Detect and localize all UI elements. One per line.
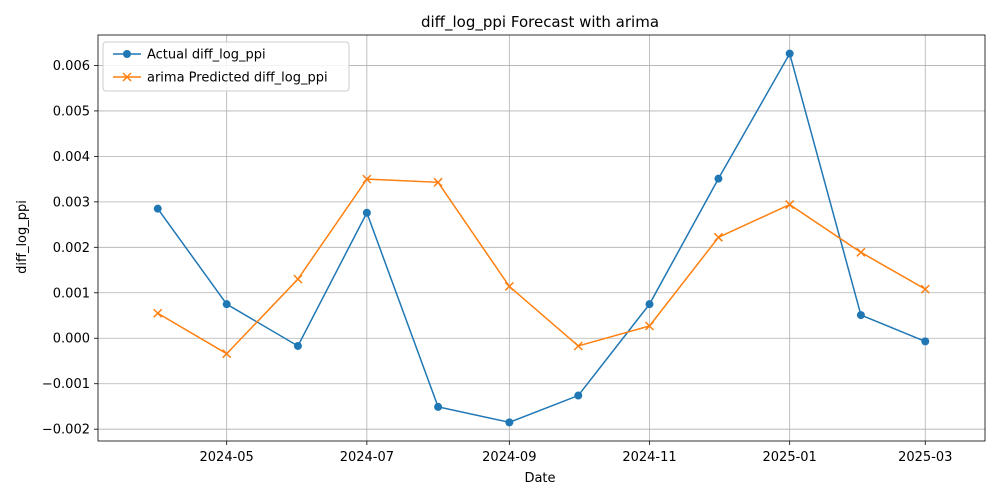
x-axis-title: Date xyxy=(524,471,555,486)
legend: Actual diff_log_ppi arima Predicted diff… xyxy=(102,41,350,92)
series-actual-point xyxy=(921,337,930,346)
series-actual-point xyxy=(153,204,162,213)
y-tick-label: −0.002 xyxy=(42,423,90,438)
y-tick-label: 0.004 xyxy=(53,150,90,165)
legend-predicted-marker xyxy=(122,72,132,82)
series-actual-point xyxy=(505,418,514,427)
series-actual-point xyxy=(856,311,865,320)
y-tick-label: 0.000 xyxy=(53,332,90,347)
series-actual-point xyxy=(714,174,723,183)
series-predicted-line xyxy=(157,178,926,355)
legend-actual-label: Actual diff_log_ppi xyxy=(147,48,266,63)
y-tick-label: 0.005 xyxy=(53,104,90,119)
x-tick-label: 2024-05 xyxy=(200,450,254,465)
series-predicted-point xyxy=(293,274,303,284)
y-tick-label: 0.006 xyxy=(53,59,90,74)
x-tick-label: 2024-09 xyxy=(482,450,536,465)
y-tick-label: 0.002 xyxy=(53,241,90,256)
series-actual-point xyxy=(362,208,371,217)
x-tick-label: 2024-11 xyxy=(622,450,676,465)
series-predicted-point xyxy=(573,341,583,351)
series-predicted-point xyxy=(433,177,443,187)
legend-box xyxy=(102,41,350,92)
x-tick-label: 2025-03 xyxy=(898,450,952,465)
series-actual-point xyxy=(574,391,583,400)
series-layer xyxy=(153,49,930,427)
x-tick-label: 2024-07 xyxy=(340,450,394,465)
series-actual-point xyxy=(222,300,231,309)
series-predicted-point xyxy=(920,284,930,294)
x-tick-label: 2025-01 xyxy=(763,450,817,465)
series-predicted-point xyxy=(362,174,372,184)
y-tick-label: 0.003 xyxy=(53,195,90,210)
series-actual-point xyxy=(293,341,302,350)
series-actual-point xyxy=(434,402,443,411)
axes-layer: 2024-05 2024-07 2024-09 2024-11 2025-01 2025-… xyxy=(42,34,986,465)
legend-predicted-label: arima Predicted diff_log_ppi xyxy=(147,71,328,86)
series-actual-point xyxy=(645,300,654,309)
y-axis-title: diff_log_ppi xyxy=(15,200,30,274)
y-tick-label: 0.001 xyxy=(53,286,90,301)
grid-layer xyxy=(98,35,985,441)
series-predicted-point xyxy=(153,308,163,318)
series-predicted-point xyxy=(644,321,655,331)
series-actual-point xyxy=(785,49,794,58)
series-predicted-point xyxy=(222,349,232,359)
series-predicted-point xyxy=(856,247,866,257)
legend-actual-marker xyxy=(123,50,131,58)
chart-title: diff_log_ppi Forecast with arima xyxy=(421,13,659,32)
series-predicted-point xyxy=(504,281,514,291)
series-actual-line xyxy=(157,51,926,424)
plot-frame xyxy=(97,34,986,442)
series-predicted-point xyxy=(713,232,723,242)
series-predicted-point xyxy=(785,200,795,210)
y-tick-label: −0.001 xyxy=(42,377,90,392)
